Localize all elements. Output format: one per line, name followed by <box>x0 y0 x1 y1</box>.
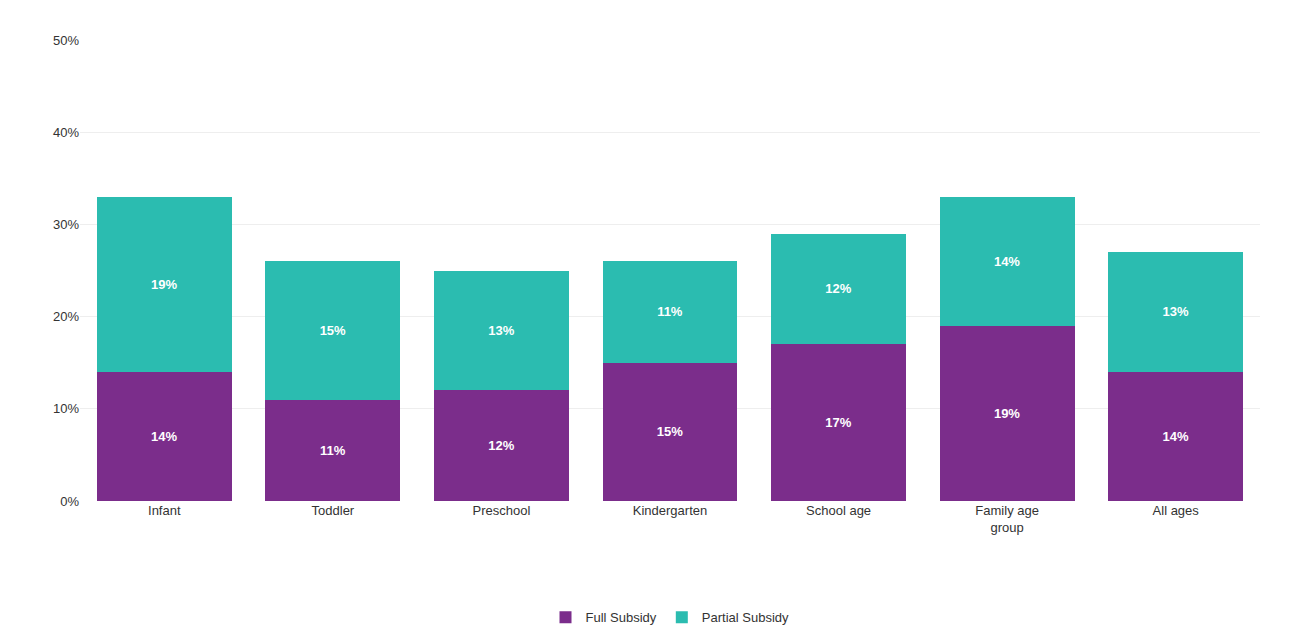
svg-text:14%: 14% <box>994 254 1020 269</box>
svg-text:13%: 13% <box>1162 304 1188 319</box>
svg-text:Family agegroup: Family agegroup <box>975 503 1039 535</box>
svg-text:All ages: All ages <box>1153 503 1200 518</box>
svg-text:Full Subsidy: Full Subsidy <box>586 610 657 625</box>
svg-text:20%: 20% <box>53 309 79 324</box>
svg-text:40%: 40% <box>53 125 79 140</box>
svg-text:12%: 12% <box>825 281 851 296</box>
svg-text:11%: 11% <box>657 304 683 319</box>
svg-text:30%: 30% <box>53 217 79 232</box>
svg-text:11%: 11% <box>320 443 346 458</box>
svg-text:19%: 19% <box>994 406 1020 421</box>
svg-text:Preschool: Preschool <box>473 503 531 518</box>
svg-text:12%: 12% <box>488 438 514 453</box>
svg-text:50%: 50% <box>53 33 79 48</box>
svg-text:0%: 0% <box>60 494 79 509</box>
svg-text:10%: 10% <box>53 401 79 416</box>
svg-text:15%: 15% <box>320 323 346 338</box>
svg-text:14%: 14% <box>1162 429 1188 444</box>
svg-text:Kindergarten: Kindergarten <box>633 503 707 518</box>
svg-text:13%: 13% <box>488 323 514 338</box>
svg-text:Infant: Infant <box>148 503 181 518</box>
svg-text:School age: School age <box>806 503 871 518</box>
svg-text:19%: 19% <box>151 277 177 292</box>
svg-text:14%: 14% <box>151 429 177 444</box>
svg-text:Partial Subsidy: Partial Subsidy <box>702 610 789 625</box>
svg-text:17%: 17% <box>825 415 851 430</box>
svg-text:Toddler: Toddler <box>312 503 355 518</box>
svg-text:15%: 15% <box>657 424 683 439</box>
